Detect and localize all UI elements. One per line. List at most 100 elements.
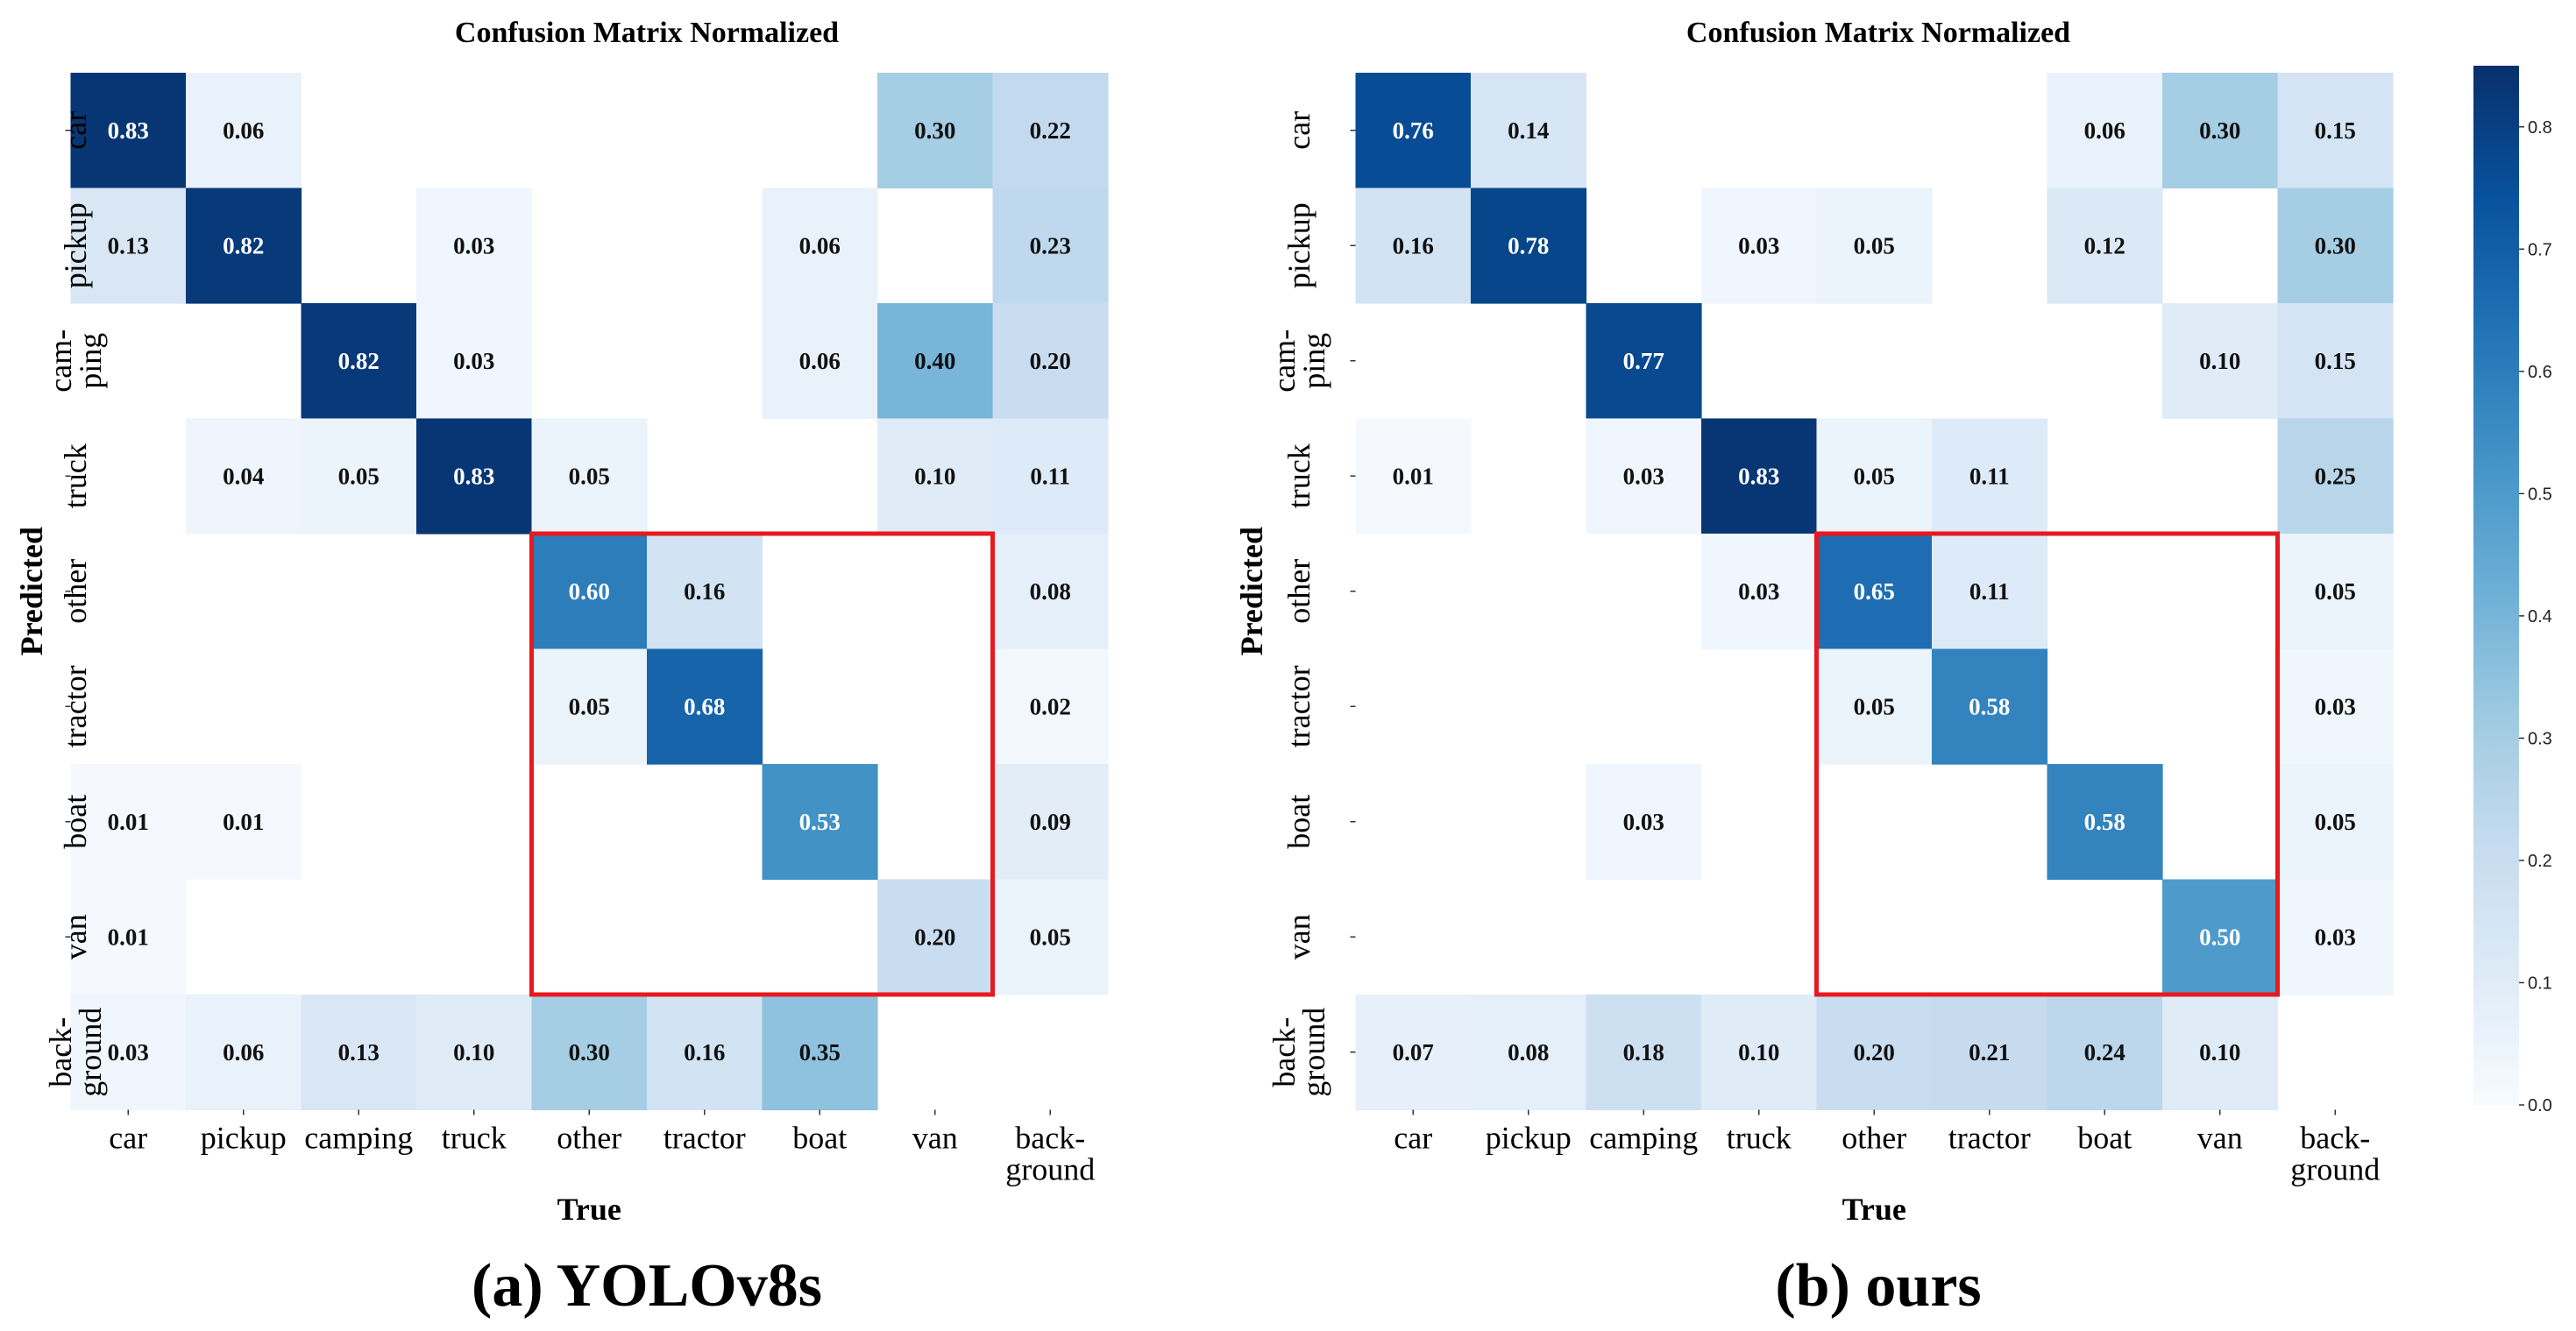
colorbar-gradient	[2473, 66, 2519, 1105]
cell-value-label: 0.20	[1030, 348, 1071, 374]
colorbar: 0.0 0.1 0.2 0.3 0.4 0.5 0.6 0.7 0.8	[2473, 66, 2552, 1115]
cell-value-label: 0.15	[2315, 117, 2356, 144]
y-tick-label: truck	[1281, 443, 1316, 508]
cell-value-label: 0.04	[223, 463, 264, 489]
cell-value-label: 0.30	[569, 1039, 610, 1066]
panel-title: Confusion Matrix Normalized	[455, 17, 839, 49]
heatmap-cell	[2277, 534, 2394, 650]
colorbar-tick-label: 0.5	[2528, 485, 2552, 504]
x-tick-label: back-ground	[2290, 1121, 2380, 1187]
cell-value-label: 0.05	[338, 463, 380, 489]
heatmap-cell	[1471, 995, 1587, 1111]
heatmap-cell	[1355, 73, 1472, 189]
cell-value-label: 0.35	[799, 1039, 841, 1066]
cell-value-label: 0.03	[453, 232, 494, 258]
heatmap-cell	[1816, 995, 1933, 1111]
heatmap-cell	[877, 303, 994, 420]
cell-value-label: 0.11	[1969, 578, 2010, 605]
heatmap-cell	[762, 995, 878, 1111]
cell-value-label: 0.08	[1030, 578, 1071, 605]
y-tick-label: tractor	[58, 665, 93, 747]
cell-value-label: 0.14	[1508, 117, 1549, 144]
cell-value-label: 0.05	[1854, 232, 1895, 258]
y-tick-label: cam-ping	[43, 329, 108, 393]
cell-value-label: 0.16	[684, 1039, 725, 1066]
heatmap-cell	[2047, 764, 2163, 881]
heatmap-cell	[531, 418, 648, 535]
heatmap-cell	[531, 648, 648, 765]
cell-value-label: 0.13	[338, 1039, 380, 1066]
heatmap-cell	[1586, 995, 1702, 1111]
heatmap-cell	[1355, 418, 1472, 535]
y-tick-label: boat	[1281, 795, 1316, 849]
highlight-box	[1814, 531, 2280, 997]
x-tick-label: truck	[442, 1121, 507, 1156]
cell-value-label: 0.78	[1508, 232, 1549, 258]
cell-value-label: 0.12	[2084, 232, 2125, 258]
cell-value-label: 0.06	[2084, 117, 2125, 144]
cell-value-label: 0.01	[223, 809, 264, 835]
heatmap-cell	[2047, 188, 2163, 304]
heatmap-cell	[70, 995, 187, 1111]
heatmap-cell	[992, 648, 1109, 765]
heatmap-cell	[186, 764, 302, 881]
cell-value-label: 0.10	[1738, 1039, 1779, 1066]
x-tick-label: back-ground	[1005, 1121, 1095, 1187]
heatmap-cell	[2277, 303, 2394, 420]
cell-value-label: 0.58	[2084, 809, 2125, 835]
heatmap-cell	[2277, 879, 2394, 995]
heatmap-cell	[186, 188, 302, 304]
x-tick-label: tractor	[664, 1121, 746, 1156]
heatmap-cell	[2277, 764, 2394, 881]
x-axis-label: True	[557, 1192, 621, 1227]
heatmap-cell	[1471, 73, 1587, 189]
heatmap-cell	[531, 995, 648, 1111]
cell-value-label: 0.02	[1030, 693, 1071, 719]
cell-value-label: 0.20	[914, 924, 955, 950]
cell-value-label: 0.60	[569, 578, 610, 605]
heatmap-cell	[1586, 303, 1702, 420]
subfigure-caption: (b) ours	[1775, 1252, 1981, 1320]
cell-value-label: 0.01	[1393, 463, 1434, 489]
cell-value-label: 0.30	[2315, 232, 2356, 258]
heatmap-cell	[877, 879, 994, 995]
cell-value-label: 0.77	[1623, 348, 1664, 374]
heatmap-cell	[70, 764, 187, 881]
x-tick-label: other	[557, 1121, 621, 1156]
y-tick-label: boat	[58, 795, 93, 849]
cell-value-label: 0.03	[2315, 924, 2356, 950]
cell-value-label: 0.50	[2199, 924, 2240, 950]
heatmap-cell	[992, 303, 1109, 420]
heatmap-cell	[1355, 188, 1472, 304]
cell-value-label: 0.05	[1854, 463, 1895, 489]
cell-value-label: 0.08	[1508, 1039, 1549, 1066]
cell-value-label: 0.10	[2199, 348, 2240, 374]
y-axis-label: Predicted	[1234, 527, 1269, 655]
heatmap-cell	[531, 534, 648, 650]
x-tick-label: car	[109, 1121, 147, 1156]
colorbar-tick-label: 0.8	[2528, 118, 2552, 138]
cell-value-label: 0.76	[1393, 117, 1434, 144]
colorbar-tick-label: 0.7	[2528, 240, 2552, 259]
cell-value-label: 0.07	[1393, 1039, 1434, 1066]
heatmap-cell	[2277, 188, 2394, 304]
heatmap-cell	[647, 995, 763, 1111]
y-tick-label: cam-ping	[1267, 329, 1331, 393]
cell-value-label: 0.03	[453, 348, 494, 374]
x-tick-label: pickup	[1486, 1121, 1572, 1156]
y-tick-label: van	[1281, 914, 1316, 959]
heatmap-cell	[2162, 303, 2279, 420]
y-tick-label: car	[1281, 111, 1316, 150]
y-tick-label: pickup	[1281, 202, 1316, 288]
cell-value-label: 0.03	[1623, 809, 1664, 835]
cell-value-label: 0.01	[108, 924, 149, 950]
heatmap-cell	[301, 303, 417, 420]
cell-value-label: 0.10	[914, 463, 955, 489]
x-tick-label: van	[2197, 1121, 2243, 1156]
heatmap-cell	[70, 73, 187, 189]
cell-value-label: 0.05	[569, 463, 610, 489]
heatmap-cell	[1932, 995, 2048, 1111]
subfigure-caption: (a) YOLOv8s	[472, 1252, 822, 1320]
heatmap-cell	[1816, 534, 1933, 650]
heatmap-cell	[2162, 879, 2279, 995]
